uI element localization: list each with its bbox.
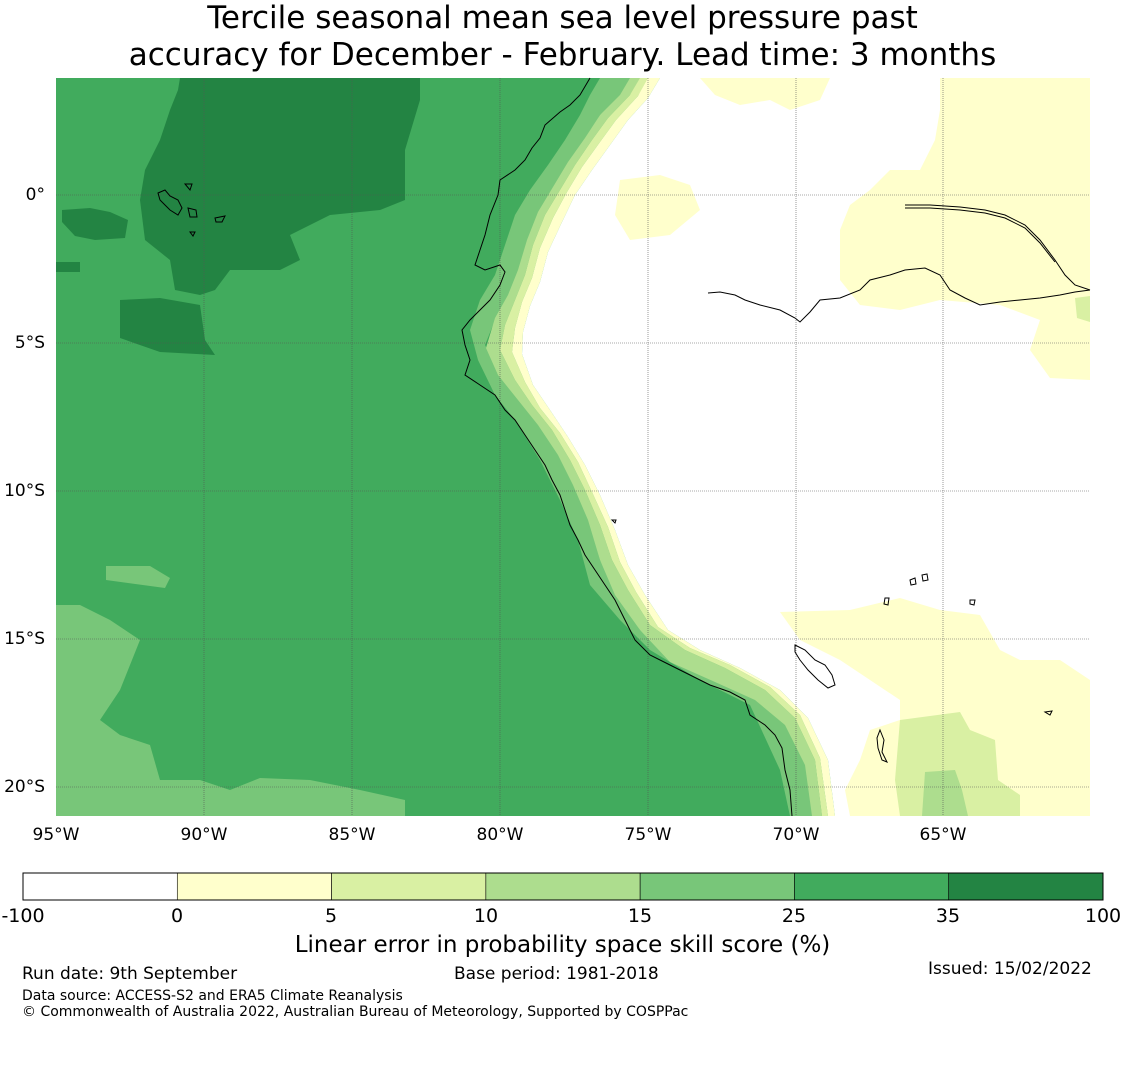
- run-date: Run date: 9th September: [22, 964, 238, 984]
- region-35-100-west: [62, 208, 128, 240]
- region-15-25-southwest: [56, 605, 405, 816]
- coastline-south-america-west: [461, 77, 793, 817]
- colorbar-label: 5: [325, 905, 337, 927]
- colorbar-tick-labels: -100 0 5 10 15 25 35 100: [1, 905, 1121, 927]
- region-5-10-coast: [500, 78, 828, 816]
- colorbar-swatch: [176, 872, 332, 901]
- title-line-1: Tercile seasonal mean sea level pressure…: [207, 0, 918, 36]
- x-tick-label: 80°W: [477, 825, 524, 845]
- region-0-5-north-patch: [615, 175, 700, 240]
- colorbar: -100 0 5 10 15 25 35 100: [1, 872, 1121, 927]
- region-0-5-northeast: [840, 78, 1090, 380]
- graticule: [56, 78, 1090, 816]
- region-0-5-north-strip: [700, 78, 830, 110]
- region-35-100-edge: [56, 262, 80, 272]
- title-line-2: accuracy for December - February. Lead t…: [128, 37, 997, 73]
- lake-poopo: [876, 728, 889, 763]
- y-tick-label: 10°S: [4, 481, 45, 501]
- colorbar-label: 100: [1085, 905, 1121, 927]
- colorbar-swatch: [485, 872, 641, 901]
- colorbar-frame: [22, 872, 1104, 901]
- region-15-25-coast: [470, 78, 815, 816]
- map-title: Tercile seasonal mean sea level pressure…: [0, 0, 1125, 74]
- x-axis-labels: 95°W 90°W 85°W 80°W 75°W 70°W 65°W: [33, 825, 967, 845]
- y-axis-labels: 0° 5°S 10°S 15°S 20°S: [4, 185, 45, 797]
- colorbar-title: Linear error in probability space skill …: [294, 932, 831, 958]
- region-0-5-southeast: [780, 598, 1090, 816]
- colorbar-label: 25: [782, 905, 806, 927]
- region-35-100-south: [120, 298, 215, 355]
- x-tick-label: 65°W: [920, 825, 967, 845]
- x-tick-label: 95°W: [33, 825, 80, 845]
- colorbar-label: 0: [171, 905, 183, 927]
- colorbar-swatch: [331, 872, 487, 901]
- base-period: Base period: 1981-2018: [454, 964, 659, 984]
- region-0-5-east-edge: [1075, 296, 1090, 322]
- x-tick-label: 85°W: [329, 825, 376, 845]
- y-tick-label: 15°S: [4, 629, 45, 649]
- skill-regions: [56, 78, 1090, 816]
- galapagos-islands: [157, 183, 226, 237]
- x-tick-label: 90°W: [181, 825, 228, 845]
- colorbar-swatch: [639, 872, 795, 901]
- region-15-25-patch: [106, 566, 170, 588]
- colorbar-label: -100: [1, 905, 44, 927]
- colorbar-swatch: [948, 872, 1104, 901]
- colorbar-label: 15: [628, 905, 652, 927]
- y-tick-label: 20°S: [4, 777, 45, 797]
- x-tick-label: 75°W: [625, 825, 672, 845]
- y-tick-label: 0°: [26, 185, 45, 205]
- amazon-river-south: [707, 267, 1091, 323]
- region-10-15-coast: [486, 78, 822, 816]
- x-tick-label: 70°W: [773, 825, 820, 845]
- y-tick-label: 5°S: [15, 333, 45, 353]
- data-source: Data source: ACCESS-S2 and ERA5 Climate …: [22, 988, 403, 1004]
- coastlines: [157, 77, 1091, 817]
- colorbar-label: 10: [474, 905, 498, 927]
- region-10-15-southeast: [922, 770, 968, 816]
- colorbar-swatch: [794, 872, 950, 901]
- copyright: © Commonwealth of Australia 2022, Austra…: [22, 1004, 689, 1020]
- colorbar-swatches: [22, 872, 1104, 901]
- amazon-river-north: [905, 204, 1091, 291]
- inland-lakes: [610, 519, 1053, 716]
- lake-titicaca: [794, 644, 836, 689]
- region-35-100-north: [140, 78, 420, 295]
- issued-date: Issued: 15/02/2022: [928, 959, 1092, 979]
- colorbar-label: 35: [936, 905, 960, 927]
- amazon-river-north-2: [905, 207, 1056, 263]
- colorbar-swatch: [22, 872, 178, 901]
